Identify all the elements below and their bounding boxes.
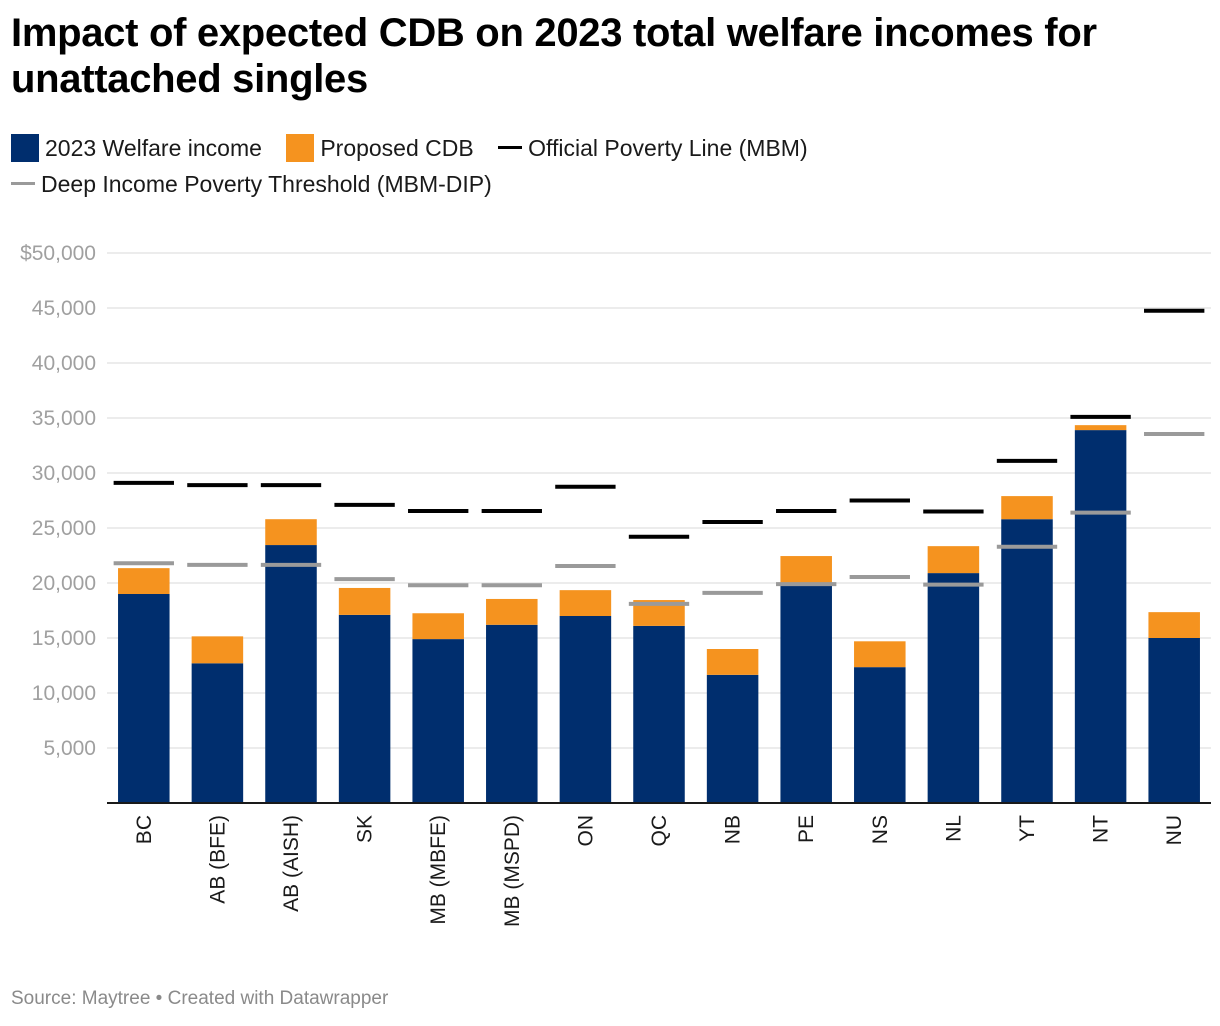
legend-item-mbm-dip: Deep Income Poverty Threshold (MBM-DIP) (11, 166, 492, 202)
legend-label: 2023 Welfare income (45, 135, 262, 161)
bar-welfare-income (338, 614, 391, 803)
bar-proposed-cdb (412, 613, 464, 640)
legend-item-proposed-cdb: Proposed CDB (286, 130, 474, 166)
bar-welfare-income (559, 616, 612, 803)
y-tick-label: 5,000 (43, 737, 96, 760)
x-tick-label: MB (MBFE) (427, 815, 450, 925)
x-tick-label: YT (1016, 815, 1039, 842)
welfare-income-swatch (11, 134, 39, 162)
bar-welfare-income (927, 573, 980, 803)
legend-label: Proposed CDB (320, 135, 474, 161)
bar-welfare-income (412, 639, 464, 803)
bars (118, 425, 1200, 803)
x-tick-label: SK (354, 815, 377, 843)
bar-welfare-income (1001, 519, 1053, 803)
bar-welfare-income (1074, 430, 1127, 803)
bar-proposed-cdb (854, 641, 906, 668)
y-tick-label: 15,000 (32, 627, 96, 650)
x-tick-label: PE (795, 815, 818, 843)
mbm-line-swatch (498, 146, 523, 149)
legend-item-welfare-income: 2023 Welfare income (11, 130, 262, 166)
bar-proposed-cdb (338, 587, 391, 615)
x-axis-ticks: BC AB (BFE) AB (AISH) SK MB (MBFE) MB (MSPD) O… (133, 815, 1186, 927)
x-tick-label: NL (942, 815, 965, 842)
x-tick-label: BC (133, 815, 156, 844)
proposed-cdb-swatch (286, 134, 315, 162)
bar-proposed-cdb (118, 568, 170, 594)
bar-welfare-income (780, 585, 832, 803)
legend-label: Deep Income Poverty Threshold (MBM-DIP) (41, 171, 492, 197)
x-tick-label: AB (AISH) (280, 815, 303, 912)
y-tick-label: 35,000 (32, 407, 96, 430)
source-footer: Source: Maytree • Created with Datawrapp… (11, 988, 389, 1009)
legend: 2023 Welfare income Proposed CDB Officia… (11, 130, 1201, 202)
y-tick-label: 10,000 (32, 682, 96, 705)
legend-label: Official Poverty Line (MBM) (528, 135, 808, 161)
mbm-dip-line-swatch (11, 182, 35, 185)
x-tick-label: ON (574, 815, 597, 847)
bar-proposed-cdb (191, 636, 244, 664)
bar-proposed-cdb (1148, 612, 1200, 638)
bar-welfare-income (706, 674, 759, 803)
y-tick-label: $50,000 (20, 242, 96, 265)
y-tick-label: 20,000 (32, 572, 96, 595)
bar-welfare-income (118, 594, 170, 803)
y-tick-label: 45,000 (32, 297, 96, 320)
y-tick-label: 40,000 (32, 352, 96, 375)
y-tick-label: 25,000 (32, 517, 96, 540)
bar-proposed-cdb (780, 556, 832, 586)
bar-welfare-income (191, 663, 244, 803)
chart-title: Impact of expected CDB on 2023 total wel… (11, 11, 1097, 101)
bar-welfare-income (1148, 638, 1200, 803)
bar-proposed-cdb (706, 649, 759, 675)
x-tick-label: NS (869, 815, 892, 844)
legend-item-mbm: Official Poverty Line (MBM) (498, 130, 808, 166)
x-tick-label: NU (1163, 815, 1186, 845)
bar-proposed-cdb (1001, 496, 1053, 520)
bar-proposed-cdb (559, 590, 612, 616)
x-tick-label: NB (722, 815, 745, 844)
bar-welfare-income (265, 545, 317, 803)
bar-proposed-cdb (486, 598, 538, 625)
x-tick-label: QC (648, 815, 671, 847)
bar-welfare-income (486, 624, 538, 803)
y-tick-label: 30,000 (32, 462, 96, 485)
x-tick-label: NT (1090, 815, 1113, 843)
bar-welfare-income (854, 667, 906, 803)
x-tick-label: MB (MSPD) (501, 815, 524, 927)
x-tick-label: AB (BFE) (206, 815, 229, 904)
bar-proposed-cdb (927, 546, 980, 574)
bar-proposed-cdb (265, 519, 317, 546)
threshold-lines (113, 308, 1205, 606)
y-axis-ticks: 5,000 10,000 15,000 20,000 25,000 30,000 35,00… (20, 242, 96, 760)
bar-welfare-income (633, 625, 685, 803)
bar-proposed-cdb (1074, 425, 1127, 431)
